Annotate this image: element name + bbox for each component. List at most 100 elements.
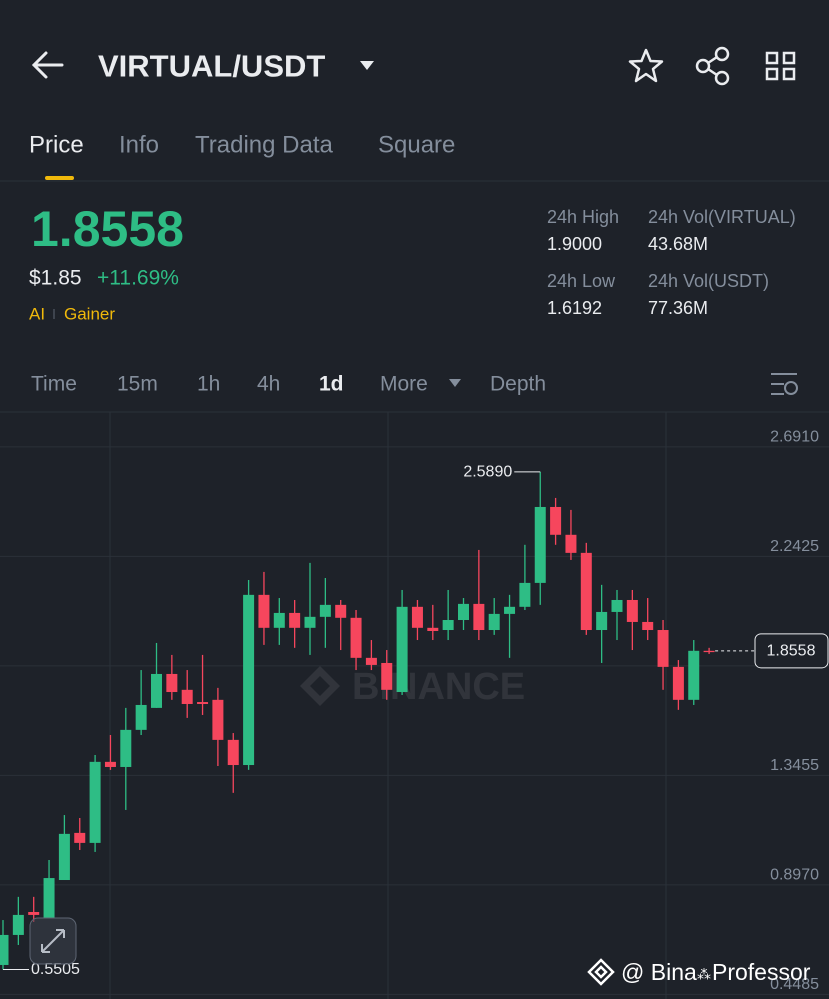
plot: 0.44850.89701.34551.79402.24252.69102.58… bbox=[0, 428, 829, 995]
tab[interactable]: Info bbox=[119, 132, 159, 159]
y-tick-label: 2.6910 bbox=[770, 428, 819, 445]
price-usd: $1.85 bbox=[29, 267, 82, 290]
candle-body bbox=[0, 934, 9, 965]
candle-body bbox=[657, 630, 669, 667]
interval[interactable]: 4h bbox=[257, 373, 280, 396]
candle-body bbox=[258, 594, 270, 628]
y-tick-label: 0.8970 bbox=[770, 866, 819, 883]
candle-body bbox=[565, 534, 577, 553]
candle-body bbox=[243, 594, 255, 766]
back-button[interactable] bbox=[31, 51, 64, 79]
interval-active[interactable]: 1d bbox=[319, 373, 344, 396]
interval[interactable]: More bbox=[380, 373, 428, 396]
candle-body bbox=[181, 689, 193, 704]
footer-handle: Professor bbox=[712, 959, 811, 985]
pair-dropdown[interactable] bbox=[360, 61, 374, 70]
candle-body bbox=[458, 603, 469, 621]
grid-menu-icon[interactable] bbox=[765, 51, 796, 81]
stat-value: 77.36M bbox=[648, 298, 708, 318]
favorite-icon[interactable] bbox=[628, 48, 664, 83]
interval[interactable]: Depth bbox=[490, 373, 546, 396]
candle-body bbox=[611, 599, 623, 612]
candle-body bbox=[365, 657, 377, 665]
candle-body bbox=[381, 662, 393, 690]
pair-title[interactable]: VIRTUAL/USDT bbox=[98, 49, 325, 84]
candle-body bbox=[212, 699, 224, 740]
candle-body bbox=[120, 729, 132, 767]
candle-body bbox=[488, 613, 500, 631]
tag[interactable]: AI bbox=[29, 305, 45, 324]
candle-body bbox=[89, 761, 101, 843]
stat-value: 1.9000 bbox=[547, 234, 602, 254]
candle-body bbox=[166, 673, 178, 693]
candle-body bbox=[289, 612, 301, 628]
y-tick-label: 0.4485 bbox=[770, 976, 819, 993]
footer-logo bbox=[587, 958, 615, 986]
candle-body bbox=[442, 620, 454, 631]
candle-body bbox=[626, 599, 638, 622]
active-tab-indicator bbox=[45, 176, 74, 180]
candle-body bbox=[411, 606, 423, 628]
stat-value: 1.6192 bbox=[547, 298, 602, 318]
last-price-box bbox=[754, 633, 829, 669]
candle-body bbox=[534, 506, 546, 583]
interval[interactable]: 1h bbox=[197, 373, 220, 396]
candle-body bbox=[273, 612, 285, 628]
candle-body bbox=[151, 673, 162, 708]
candle-body bbox=[642, 621, 654, 631]
candle-body bbox=[504, 606, 516, 614]
expand-button[interactable] bbox=[29, 917, 77, 965]
candle-body bbox=[473, 603, 485, 631]
candle-body bbox=[427, 627, 439, 631]
interval[interactable]: Time bbox=[31, 373, 77, 396]
stat-value: 43.68M bbox=[648, 234, 708, 254]
candle-body bbox=[672, 666, 684, 700]
share-icon[interactable] bbox=[695, 46, 730, 86]
footer-logo-small: ⁂ bbox=[697, 966, 711, 982]
chart-settings-icon[interactable] bbox=[771, 373, 798, 395]
watermark: BINANCE bbox=[300, 666, 525, 708]
low-label: 0.5505 bbox=[31, 961, 80, 978]
tab[interactable]: Price bbox=[29, 132, 84, 159]
candle-body bbox=[396, 606, 408, 693]
candle-body bbox=[28, 911, 40, 915]
candle-body bbox=[596, 611, 608, 631]
candle-body bbox=[519, 582, 531, 607]
candle-body bbox=[350, 617, 362, 658]
candle-body bbox=[319, 604, 331, 617]
candle-body bbox=[135, 704, 147, 730]
tag[interactable]: Gainer bbox=[64, 305, 115, 324]
candle-body bbox=[12, 914, 24, 935]
stat-label: 24h Low bbox=[547, 271, 616, 291]
tab[interactable]: Trading Data bbox=[195, 132, 334, 159]
candle-body bbox=[304, 616, 316, 628]
price-change: +11.69% bbox=[97, 267, 179, 290]
stat-label: 24h Vol(VIRTUAL) bbox=[648, 207, 796, 227]
candle-body bbox=[335, 604, 347, 618]
interval[interactable]: 15m bbox=[117, 373, 158, 396]
tab[interactable]: Square bbox=[378, 132, 455, 159]
candle-body bbox=[43, 878, 55, 919]
more-dropdown[interactable] bbox=[449, 379, 461, 387]
candle-body bbox=[74, 832, 86, 843]
candle-body bbox=[197, 702, 209, 704]
candle-body bbox=[688, 650, 700, 700]
candle-body bbox=[550, 506, 562, 535]
candle-body bbox=[580, 552, 592, 631]
stat-label: 24h High bbox=[547, 207, 619, 227]
candle-body bbox=[104, 761, 116, 767]
watermark-text: BINANCE bbox=[352, 666, 525, 708]
y-tick-label: 2.2425 bbox=[770, 538, 819, 555]
stat-label: 24h Vol(USDT) bbox=[648, 271, 769, 291]
candle-body bbox=[703, 650, 715, 653]
candle-body bbox=[227, 739, 239, 766]
last-price-label: 1.8558 bbox=[767, 642, 816, 659]
y-tick-label: 1.3455 bbox=[770, 757, 819, 774]
candle-body bbox=[58, 833, 70, 881]
high-label: 2.5890 bbox=[463, 463, 512, 480]
footer-handle: @ Bina bbox=[621, 959, 697, 985]
last-price: 1.8558 bbox=[31, 201, 184, 257]
